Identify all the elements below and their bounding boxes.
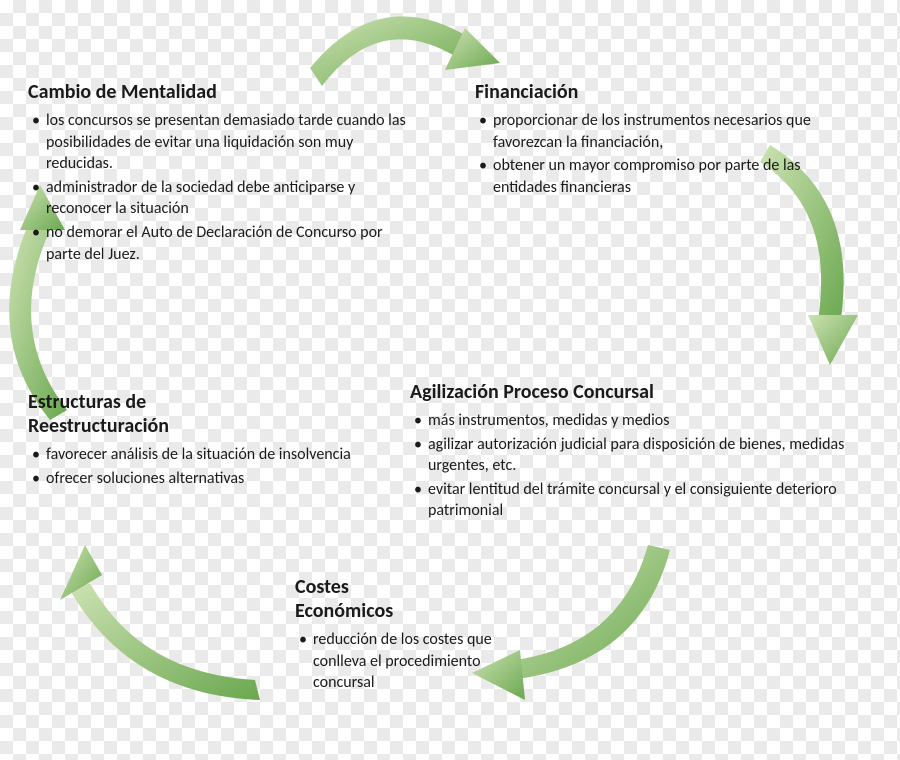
list-item: obtener un mayor compromiso por parte de… xyxy=(479,155,845,198)
bullet-list: reducción de los costes que conlleva el … xyxy=(295,629,525,694)
list-item: más instrumentos, medidas y medios xyxy=(414,410,870,432)
block-cambio-mentalidad: Cambio de Mentalidad los concursos se pr… xyxy=(28,80,408,267)
bullet-list: más instrumentos, medidas y medios agili… xyxy=(410,410,870,522)
bullet-list: proporcionar de los instrumentos necesar… xyxy=(475,110,845,198)
title-line: Costes xyxy=(295,575,349,599)
list-item: no demorar el Auto de Declaración de Con… xyxy=(32,222,408,265)
title-line: Estructuras de xyxy=(28,390,146,414)
block-financiacion: Financiación proporcionar de los instrum… xyxy=(475,80,845,200)
title-line: Económicos xyxy=(295,599,393,623)
list-item: favorecer análisis de la situación de in… xyxy=(32,444,368,466)
title-line: Reestructuración xyxy=(28,414,169,438)
list-item: ofrecer soluciones alternativas xyxy=(32,468,368,490)
list-item: evitar lentitud del trámite concursal y … xyxy=(414,479,870,522)
cycle-arrow-icon xyxy=(60,545,290,735)
bullet-list: favorecer análisis de la situación de in… xyxy=(28,444,368,489)
block-title: Estructuras de Reestructuración xyxy=(28,390,368,438)
list-item: proporcionar de los instrumentos necesar… xyxy=(479,110,845,153)
block-title: Cambio de Mentalidad xyxy=(28,80,408,104)
block-agilizacion: Agilización Proceso Concursal más instru… xyxy=(410,380,870,524)
list-item: agilizar autorización judicial para disp… xyxy=(414,434,870,477)
list-item: los concursos se presentan demasiado tar… xyxy=(32,110,408,175)
block-costes: Costes Económicos reducción de los coste… xyxy=(295,575,525,696)
list-item: administrador de la sociedad debe antici… xyxy=(32,177,408,220)
block-reestructuracion: Estructuras de Reestructuración favorece… xyxy=(28,390,368,491)
list-item: reducción de los costes que conlleva el … xyxy=(299,629,525,694)
bullet-list: los concursos se presentan demasiado tar… xyxy=(28,110,408,265)
block-title: Costes Económicos xyxy=(295,575,525,623)
block-title: Financiación xyxy=(475,80,845,104)
cycle-diagram: Cambio de Mentalidad los concursos se pr… xyxy=(0,0,900,760)
block-title: Agilización Proceso Concursal xyxy=(410,380,870,404)
